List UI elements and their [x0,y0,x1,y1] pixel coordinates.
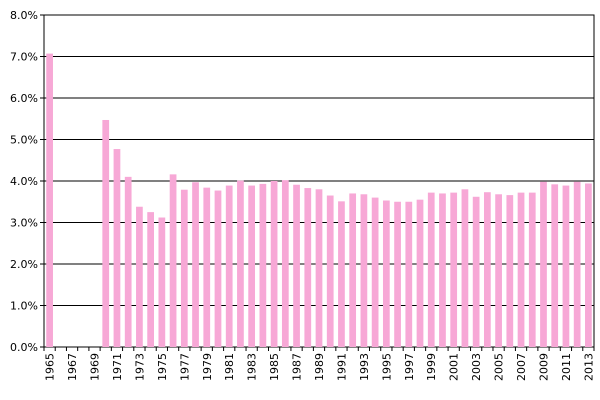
bar-1977 [180,189,188,347]
bar-1983 [248,185,256,347]
bar-1994 [371,197,379,347]
y-tick-label: 7.0% [10,51,38,64]
x-tick-label: 1979 [201,353,214,381]
gridlines [44,56,594,306]
x-tick-label: 1981 [223,353,236,381]
x-tick-label: 1989 [313,353,326,381]
bar-1988 [304,188,312,347]
bar-1997 [405,201,413,347]
bar-1996 [394,201,401,347]
bar-2001 [450,192,458,347]
y-axis-ticks: 0.0% 1.0% 2.0% 3.0% 4.0% 5.0% 6.0% 7.0% 8.0% [10,9,44,354]
bar-1972 [124,176,132,347]
x-tick-label: 1975 [156,353,169,381]
bar-1993 [360,194,368,347]
x-tick-label: 2013 [582,353,595,381]
x-tick-label: 1993 [358,353,371,381]
bar-1987 [293,184,300,347]
bar-1989 [315,189,323,347]
bar-1971 [113,149,121,347]
bar-1982 [237,180,244,347]
bar-1980 [214,190,222,347]
bar-1990 [326,195,334,347]
x-tick-label: 1967 [66,353,79,381]
x-tick-label: 1971 [111,353,124,381]
bar-2004 [484,192,491,347]
bar-1970 [102,119,110,348]
y-tick-label: 1.0% [10,300,38,313]
bar-2011 [562,185,570,347]
x-tick-label: 2009 [537,353,550,381]
x-tick-label: 1969 [89,353,102,381]
bar-2007 [517,192,525,347]
x-tick-label: 2003 [470,353,483,381]
y-tick-label: 0.0% [10,341,38,354]
y-tick-label: 2.0% [10,258,38,271]
y-tick-label: 6.0% [10,92,38,105]
bar-2000 [439,193,446,347]
bar-1978 [192,182,199,347]
bar-2006 [506,195,514,347]
bar-1992 [349,193,357,347]
x-tick-label: 1973 [133,353,146,381]
x-tick-label: 1983 [246,353,259,381]
bar-1984 [259,183,267,347]
bar-1974 [147,212,154,347]
x-tick-label: 1991 [335,353,348,381]
y-tick-label: 4.0% [10,175,38,188]
bar-1973 [136,206,143,347]
bar-1979 [203,187,211,347]
x-tick-label: 1977 [178,353,191,381]
bar-2012 [573,181,581,347]
bar-1965 [46,53,53,347]
x-tick-label: 2011 [560,353,573,381]
bar-1999 [427,192,435,347]
x-tick-label: 1985 [268,353,281,381]
bar-1975 [158,217,166,347]
bar-2005 [495,194,502,347]
bar-1991 [338,201,345,347]
bar-2008 [528,192,536,347]
x-tick-label: 1987 [291,353,304,381]
bar-1995 [382,200,390,347]
x-tick-label: 2005 [493,353,506,381]
bar-1981 [225,185,233,347]
bar-2003 [472,196,480,347]
bar-2013 [585,183,592,347]
bar-2010 [551,184,559,347]
bar-1986 [281,180,289,347]
x-tick-label: 1997 [403,353,416,381]
bars [46,53,592,348]
bar-1998 [416,199,424,347]
x-tick-label: 2001 [448,353,461,381]
x-tick-label: 1999 [425,353,438,381]
y-tick-label: 3.0% [10,217,38,230]
bar-1976 [169,174,177,347]
bar-2009 [540,181,547,347]
x-tick-label: 1995 [380,353,393,381]
x-axis-ticks: 1965 1967 1969 1971 1973 1975 1977 1979 1981 1983… [43,347,595,381]
bar-1985 [270,181,278,347]
bar-2002 [461,189,469,347]
x-tick-label: 2007 [515,353,528,381]
x-tick-label: 1965 [44,353,57,381]
y-tick-label: 5.0% [10,134,38,147]
y-tick-label: 8.0% [10,9,38,22]
